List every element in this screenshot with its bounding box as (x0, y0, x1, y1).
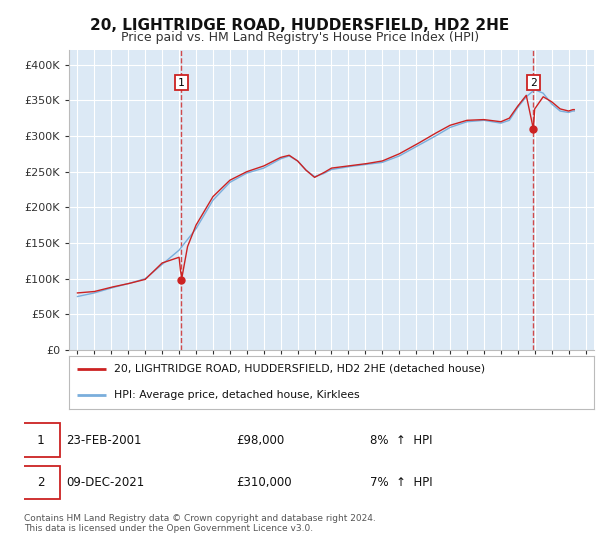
Text: HPI: Average price, detached house, Kirklees: HPI: Average price, detached house, Kirk… (113, 390, 359, 400)
Text: 1: 1 (178, 77, 185, 87)
Text: £310,000: £310,000 (236, 475, 292, 489)
Text: 2: 2 (37, 475, 44, 489)
Text: £98,000: £98,000 (236, 433, 284, 446)
Text: 1: 1 (37, 433, 44, 446)
Text: Contains HM Land Registry data © Crown copyright and database right 2024.
This d: Contains HM Land Registry data © Crown c… (24, 514, 376, 534)
Text: 23-FEB-2001: 23-FEB-2001 (66, 433, 142, 446)
FancyBboxPatch shape (21, 465, 60, 499)
Text: Price paid vs. HM Land Registry's House Price Index (HPI): Price paid vs. HM Land Registry's House … (121, 31, 479, 44)
Text: 20, LIGHTRIDGE ROAD, HUDDERSFIELD, HD2 2HE: 20, LIGHTRIDGE ROAD, HUDDERSFIELD, HD2 2… (91, 18, 509, 33)
Text: 20, LIGHTRIDGE ROAD, HUDDERSFIELD, HD2 2HE (detached house): 20, LIGHTRIDGE ROAD, HUDDERSFIELD, HD2 2… (113, 364, 485, 374)
Text: 8%  ↑  HPI: 8% ↑ HPI (370, 433, 433, 446)
FancyBboxPatch shape (21, 423, 60, 456)
Text: 7%  ↑  HPI: 7% ↑ HPI (370, 475, 433, 489)
Text: 09-DEC-2021: 09-DEC-2021 (66, 475, 144, 489)
Text: 2: 2 (530, 77, 537, 87)
